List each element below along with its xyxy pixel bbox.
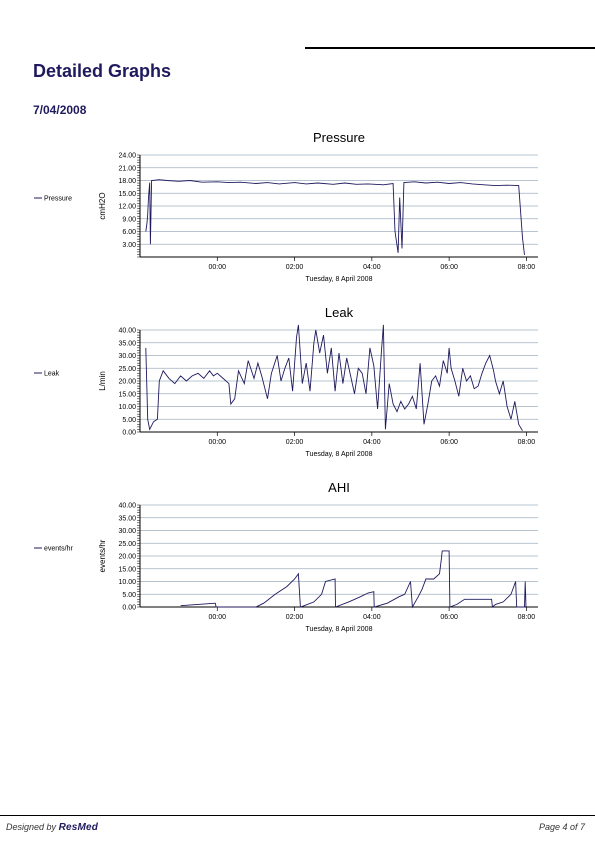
page-number: Page 4 of 7 [538,822,585,832]
chart-1-x-axis-label: Tuesday, 8 April 2008 [306,451,373,458]
chart-2-y-tick-label-7: 5.00 [122,592,136,599]
chart-2-legend-label: events/hr [44,546,73,553]
pressure-chart: Pressure 24.00 21.00 18.00 15.00 12.00 9.00 6.0… [34,130,538,283]
chart-2-y-tick-label-2: 30.00 [118,528,136,535]
resmed-logo: ResMed [58,822,99,833]
chart-1-x-tick-label-1: 02:00 [286,439,304,446]
chart-0-y-axis-label: cmH2O [98,192,107,219]
chart-2-x-tick-label-4: 08:00 [518,614,536,621]
chart-0-x-tick-label-1: 02:00 [286,264,304,271]
chart-2-y-tick-label-4: 20.00 [118,554,136,561]
chart-0-title: Pressure [313,130,365,145]
chart-0-y-tick-label-3: 15.00 [118,191,136,198]
chart-2-y-tick-label-0: 40.00 [118,503,136,510]
chart-2-y-axis-label: events/hr [98,539,107,572]
chart-1-y-tick-label-3: 25.00 [118,366,136,373]
chart-1-x-tick-label-0: 00:00 [209,439,227,446]
chart-0-series-line-0 [145,179,525,255]
chart-0-legend-label: Pressure [44,196,72,203]
ahi-chart: AHI 40.00 35.00 30.00 25.00 20.00 15.00 10.00 5.… [34,480,538,633]
chart-1-y-tick-label-0: 40.00 [118,328,136,335]
chart-2-x-tick-label-1: 02:00 [286,614,304,621]
page-title: Detailed Graphs [33,61,172,81]
chart-0-x-axis-label: Tuesday, 8 April 2008 [306,276,373,283]
chart-0-y-tick-label-5: 9.00 [122,216,136,223]
chart-0-y-tick-label-4: 12.00 [118,204,136,211]
chart-1-x-tick-label-3: 06:00 [440,439,458,446]
chart-2-y-tick-label-6: 10.00 [118,579,136,586]
chart-2-y-tick-label-1: 35.00 [118,515,136,522]
chart-2-x-tick-label-0: 00:00 [209,614,227,621]
chart-0-x-tick-label-4: 08:00 [518,264,536,271]
chart-1-y-axis-label: L/min [98,371,107,391]
chart-0-y-tick-label-6: 6.00 [122,229,136,236]
chart-2-x-tick-label-2: 04:00 [363,614,381,621]
chart-1-y-tick-label-2: 30.00 [118,353,136,360]
chart-2-y-tick-label-8: 0.00 [122,605,136,612]
chart-1-y-tick-label-1: 35.00 [118,340,136,347]
leak-chart: Leak 40.00 35.00 30.00 25.00 20.00 15.00 10.00 5… [34,305,538,458]
chart-2-title: AHI [328,480,350,495]
chart-1-y-tick-label-4: 20.00 [118,379,136,386]
chart-2-x-tick-label-3: 06:00 [440,614,458,621]
chart-0-x-tick-label-2: 04:00 [363,264,381,271]
chart-0-y-tick-label-7: 3.00 [122,242,136,249]
chart-0-y-tick-label-1: 21.00 [118,165,136,172]
chart-0-y-tick-label-2: 18.00 [118,178,136,185]
footer-rule [0,815,595,816]
chart-2-y-tick-label-5: 15.00 [118,566,136,573]
chart-1-x-tick-label-4: 08:00 [518,439,536,446]
designed-by-label: Designed by [6,822,57,832]
chart-1-series-line-0 [145,324,523,431]
footer-credit: Designed by ResMed [6,822,98,833]
chart-1-legend-label: Leak [44,371,60,378]
chart-2-x-axis-label: Tuesday, 8 April 2008 [306,626,373,633]
chart-2-series-line-0 [180,550,527,609]
chart-2-y-tick-label-3: 25.00 [118,541,136,548]
chart-1-y-tick-label-5: 15.00 [118,391,136,398]
chart-0-y-tick-label-0: 24.00 [118,153,136,160]
chart-1-y-tick-label-6: 10.00 [118,404,136,411]
chart-0-x-tick-label-0: 00:00 [209,264,227,271]
header-rule [305,47,595,49]
chart-1-title: Leak [325,305,354,320]
chart-0-x-tick-label-3: 06:00 [440,264,458,271]
chart-1-y-tick-label-8: 0.00 [122,430,136,437]
report-date: 7/04/2008 [33,103,87,117]
chart-1-y-tick-label-7: 5.00 [122,417,136,424]
chart-1-x-tick-label-2: 04:00 [363,439,381,446]
